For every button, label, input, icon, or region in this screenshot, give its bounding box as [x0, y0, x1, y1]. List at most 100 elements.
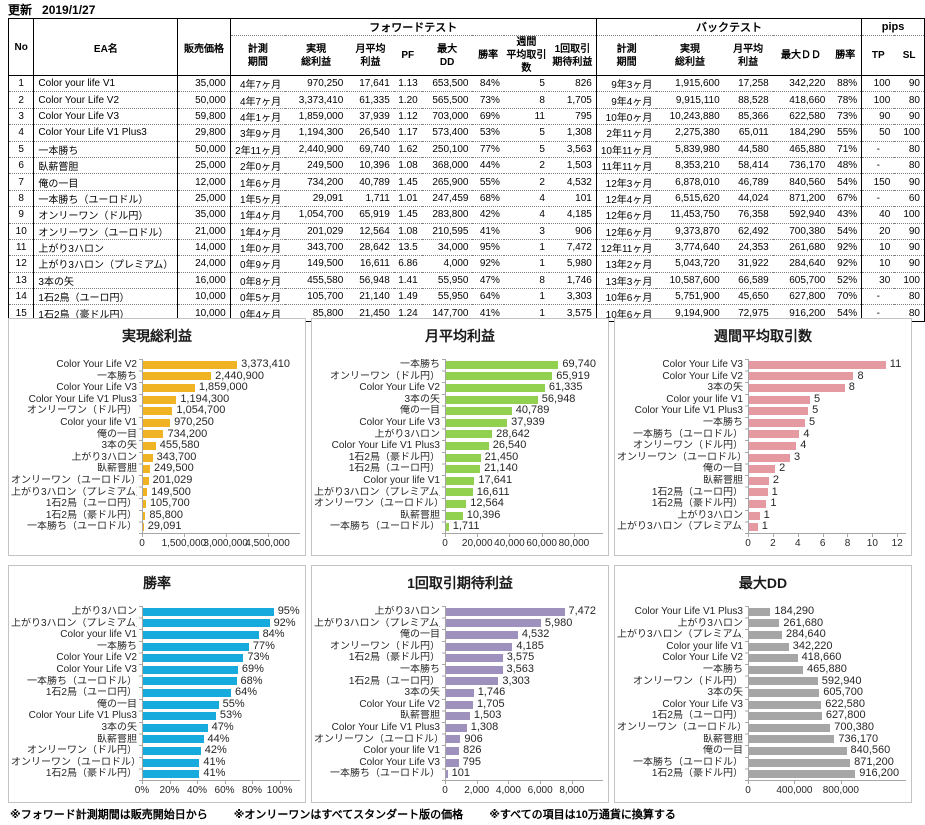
table-cell: 52% [829, 272, 863, 290]
table-cell: 12年6ヶ月 [596, 206, 657, 224]
update-label: 更新 [8, 3, 33, 17]
table-cell: 6 [8, 157, 35, 175]
axis-tick-label: 2,000 [464, 785, 490, 796]
x-axis-tick [897, 533, 899, 537]
bar [749, 619, 780, 628]
table-cell: 6.86 [393, 255, 422, 273]
bar [446, 654, 503, 663]
table-cell: 1年4ヶ月 [230, 206, 286, 224]
bar [749, 712, 822, 721]
bar [446, 677, 499, 686]
table-cell: 73% [829, 108, 863, 126]
value-label: 1 [761, 520, 768, 533]
axis-tick-label: 6,000 [527, 785, 553, 796]
table-cell: 90 [894, 173, 925, 191]
category-label: 一本勝ち [703, 664, 743, 675]
category-label: オンリーワン（ユーロドル） [617, 722, 743, 733]
table-cell: 4年7ヶ月 [230, 75, 286, 93]
table-cell: 44,580 [723, 141, 773, 158]
table-cell: 90 [861, 108, 895, 126]
category-label: 一本勝ち（ユーロドル） [27, 675, 137, 687]
table-cell: 5,043,720 [656, 255, 724, 273]
table-cell: 1,054,700 [285, 206, 348, 224]
category-ticks [139, 359, 142, 534]
table-row: 14 1石2鳥（ユーロ円） 10,000 0年5ヶ月 105,700 21,140 1.49… [8, 288, 925, 306]
axis-tick-label: 4,000 [495, 785, 521, 796]
value-label: 47% [211, 721, 234, 733]
table-cell: 210,595 [421, 223, 473, 240]
value-label: 184,290 [774, 605, 815, 617]
bar [143, 511, 146, 520]
value-label: 342,220 [792, 639, 833, 652]
table-cell: 85,366 [723, 108, 773, 126]
category-label: 上がり3ハロン（プレミアム） [11, 617, 137, 629]
table-cell: 9年3ヶ月 [596, 75, 657, 93]
value-label: 700,380 [834, 721, 875, 733]
value-label: 77% [252, 639, 275, 652]
table-cell: 1石2鳥（ユーロ円） [33, 288, 179, 306]
x-axis-line [142, 533, 300, 534]
value-label: 4 [800, 439, 807, 452]
table-cell: 15 [8, 304, 35, 322]
table-cell: 88% [829, 75, 863, 93]
bar [749, 418, 805, 427]
col-header-17: SL [894, 35, 925, 76]
table-cell: 1年6ヶ月 [230, 173, 286, 191]
table-cell: 80 [894, 157, 925, 175]
table-cell: 29,800 [177, 124, 231, 142]
value-label: 56,948 [541, 392, 576, 405]
table-cell: 41% [472, 223, 504, 240]
category-label: 一本勝ち [703, 417, 743, 428]
value-label: 16,611 [476, 485, 510, 498]
table-cell: 80 [894, 288, 925, 306]
bar [749, 360, 886, 369]
category-label: 上がり3ハロン [374, 606, 440, 617]
bar [749, 453, 791, 462]
table-row: 13 3本の矢 16,000 0年8ヶ月 455,580 56,948 1.41 55,950… [8, 272, 925, 290]
update-date: 更新 2019/1/27 [8, 1, 105, 18]
col-header-15: 勝率 [829, 35, 863, 76]
table-row: 1 Color your life V1 35,000 4年7ヶ月 970,250 17,… [8, 75, 925, 93]
bar [446, 523, 449, 532]
value-label: 1,054,700 [176, 404, 226, 417]
table-row: 4 Color Your Life V1 Plus3 29,800 3年9ヶ月 1,19… [8, 124, 925, 142]
ea-comparison-table: No EA名 販売価格 フォワードテスト バックテスト pips 計測 期間 実現 総利益 月平… [8, 18, 925, 322]
table-cell: 72,975 [738, 307, 769, 319]
table-cell: 13.5 [393, 239, 422, 257]
table-cell: 10 [8, 223, 35, 240]
table-cell: 1.13 [393, 75, 422, 93]
category-label: 1石2鳥（ユーロ円） [348, 463, 440, 475]
category-label: 1石2鳥（ユーロ円） [651, 486, 743, 498]
y-axis-line [445, 359, 446, 534]
value-label: 41% [203, 767, 226, 780]
category-label: 上がり3ハロン（プレミアム） [617, 629, 743, 641]
table-cell: 12年3ヶ月 [596, 173, 657, 191]
axis-tick-label: 80,000 [558, 538, 590, 549]
category-label: オンリーワン（ユーロドル） [314, 733, 440, 745]
axis-tick-label: 0% [134, 785, 150, 796]
value-label: 101 [451, 767, 470, 780]
category-label: 1石2鳥（豪ドル円） [651, 498, 743, 510]
category-label: Color Your Life V3 [359, 417, 440, 428]
x-axis-line [748, 780, 906, 781]
axis-tick-label: 4 [794, 538, 801, 549]
table-cell: 92% [829, 239, 863, 257]
category-label: 1石2鳥（ユーロ円） [348, 675, 440, 687]
value-label: 3,373,410 [241, 358, 291, 370]
x-axis-tick [573, 533, 575, 537]
table-cell: 80 [894, 141, 925, 158]
category-label: 1石2鳥（豪ドル円） [45, 509, 137, 521]
table-cell: 9,373,870 [656, 223, 724, 240]
table-cell: 73% [472, 91, 504, 109]
table-cell: 734,200 [285, 173, 348, 191]
category-ticks [745, 606, 748, 781]
table-row: 7 俺の一目 12,000 1年6ヶ月 734,200 40,789 1.45 265,900… [8, 173, 925, 191]
value-label: 64% [235, 686, 258, 699]
category-label: オンリーワン（ユーロドル） [617, 451, 743, 463]
table-cell: 8 [8, 190, 35, 208]
table-cell: 2,440,900 [285, 141, 348, 158]
table-cell: 13年2ヶ月 [596, 255, 657, 273]
bar [749, 500, 767, 508]
category-label: オンリーワン（ユーロドル） [11, 475, 137, 486]
table-cell: 653,500 [421, 75, 473, 93]
